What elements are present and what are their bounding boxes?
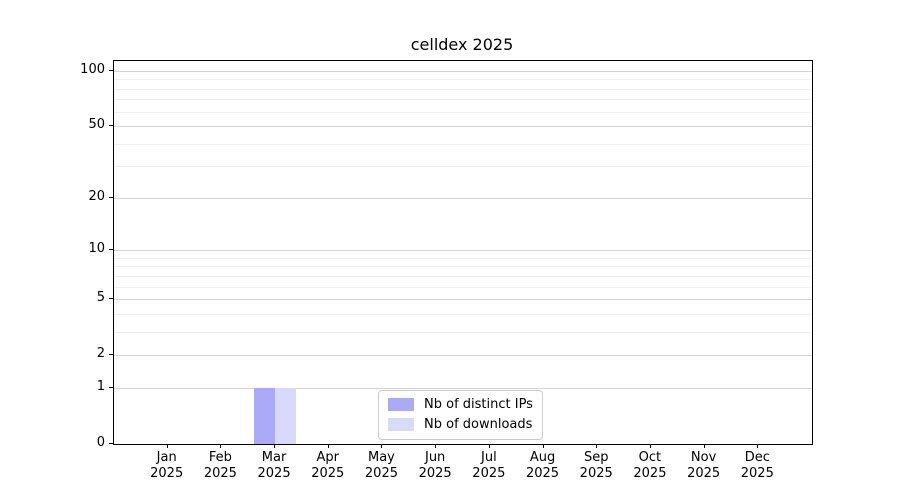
y-tick-mark [109,386,114,388]
x-tick-mark [274,444,276,448]
y-tick-mark [109,125,114,127]
x-tick-label: Jul 2025 [472,450,506,481]
y-tick-label: 50 [88,117,105,133]
x-tick-label: May 2025 [364,450,398,481]
x-tick-mark [649,444,651,448]
y-tick-label: 5 [96,290,105,306]
y-tick-label: 1 [96,378,105,394]
x-tick-label: Sep 2025 [579,450,613,481]
x-tick-mark [542,444,544,448]
minor-gridline [114,166,812,168]
legend-label-distinct-ips: Nb of distinct IPs [424,397,533,412]
y-tick-mark [109,443,114,444]
y-tick-mark [109,70,114,71]
y-tick-mark [109,354,114,356]
legend-label-downloads: Nb of downloads [424,417,533,432]
minor-gridline [114,79,812,81]
x-tick-mark [757,444,759,448]
minor-gridline [114,313,812,315]
x-tick-label: Oct 2025 [633,450,667,481]
minor-gridline [114,331,812,333]
major-gridline [114,299,812,301]
x-tick-mark [166,444,168,448]
x-tick-mark [703,444,705,448]
y-tick-label: 20 [88,188,105,204]
minor-gridline [114,266,812,268]
x-tick-label: Apr 2025 [311,450,345,481]
x-tick-label: Jun 2025 [418,450,452,481]
minor-gridline [114,286,812,288]
y-tick-mark [109,298,114,300]
legend: Nb of distinct IPs Nb of downloads [378,390,543,440]
y-tick-mark [109,196,114,198]
y-tick-label: 100 [80,62,105,77]
y-tick-label: 10 [88,241,105,257]
x-tick-label: Dec 2025 [740,450,774,481]
x-tick-mark [596,444,598,448]
bar-distinct-ips [254,387,276,444]
x-tick-label: Feb 2025 [203,450,237,481]
y-tick-label: 2 [96,346,105,362]
legend-item-downloads: Nb of downloads [388,417,533,432]
x-tick-label: Mar 2025 [257,450,291,481]
legend-swatch-downloads-icon [388,418,414,431]
x-tick-label: Nov 2025 [687,450,721,481]
minor-gridline [114,88,812,90]
x-tick-mark [220,444,222,448]
major-gridline [114,197,812,199]
minor-gridline [114,99,812,101]
minor-gridline [114,257,812,259]
minor-gridline [114,143,812,145]
major-gridline [114,387,812,389]
chart-title: celldex 2025 [410,35,514,54]
legend-item-distinct-ips: Nb of distinct IPs [388,397,533,412]
minor-gridline [114,275,812,277]
x-tick-mark [327,444,329,448]
minor-gridline [114,111,812,113]
x-tick-label: Aug 2025 [525,450,560,481]
x-tick-mark [381,444,383,448]
y-tick-label: 0 [96,435,105,450]
legend-swatch-distinct-ips-icon [388,398,414,411]
x-tick-mark [435,444,437,448]
x-tick-mark [488,444,490,448]
major-gridline [114,126,812,128]
bar-downloads [275,387,297,444]
x-tick-label: Jan 2025 [150,450,184,481]
major-gridline [114,355,812,357]
major-gridline [114,250,812,252]
y-tick-mark [109,249,114,251]
plot-area [113,60,813,445]
major-gridline [114,71,812,72]
